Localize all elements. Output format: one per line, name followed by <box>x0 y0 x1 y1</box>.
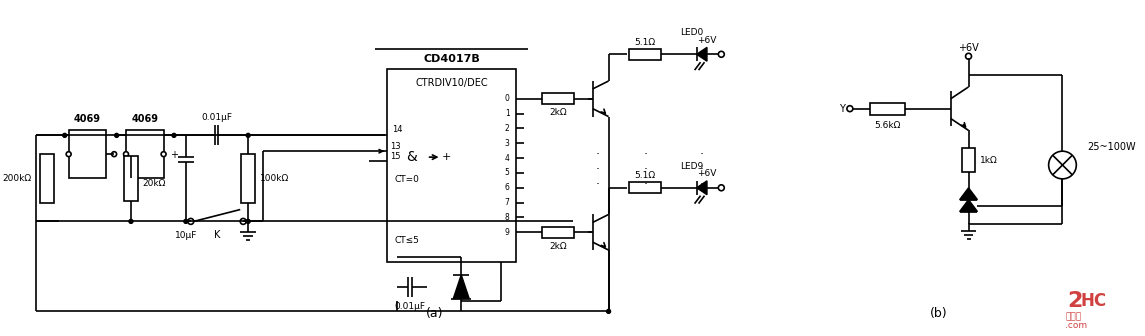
Text: 2: 2 <box>505 124 510 133</box>
Bar <box>242 154 255 203</box>
Text: K: K <box>214 230 220 240</box>
Circle shape <box>188 218 194 224</box>
Polygon shape <box>696 181 706 195</box>
Polygon shape <box>696 47 706 61</box>
Circle shape <box>66 152 71 157</box>
Circle shape <box>246 219 250 223</box>
Bar <box>69 130 106 178</box>
Text: 100kΩ: 100kΩ <box>260 174 290 183</box>
Text: 2: 2 <box>1067 291 1083 310</box>
Text: 1kΩ: 1kΩ <box>980 156 998 165</box>
Circle shape <box>172 133 176 137</box>
Bar <box>962 148 976 172</box>
Text: (a): (a) <box>426 307 443 320</box>
Bar <box>124 156 137 201</box>
Text: 1: 1 <box>505 109 510 118</box>
Text: +6V: +6V <box>958 43 979 53</box>
Text: 10μF: 10μF <box>175 231 197 240</box>
Text: CT=0: CT=0 <box>395 175 420 184</box>
Circle shape <box>129 219 133 223</box>
Circle shape <box>246 133 250 137</box>
Polygon shape <box>960 188 978 200</box>
Text: 20kΩ: 20kΩ <box>143 179 166 188</box>
Text: 0.01μF: 0.01μF <box>202 113 232 122</box>
Text: HC: HC <box>1080 292 1106 309</box>
Polygon shape <box>960 200 978 211</box>
Circle shape <box>847 106 853 112</box>
Text: 6: 6 <box>505 183 510 192</box>
Circle shape <box>240 218 246 224</box>
Text: 5.1Ω: 5.1Ω <box>634 171 656 180</box>
Text: 15: 15 <box>390 152 401 161</box>
Text: 25~100W: 25~100W <box>1088 142 1136 152</box>
Circle shape <box>114 133 119 137</box>
Text: .
.
.: . . . <box>700 144 703 187</box>
Text: 2kΩ: 2kΩ <box>550 242 567 251</box>
Circle shape <box>112 152 117 157</box>
Text: Y: Y <box>839 104 845 114</box>
Text: LED9: LED9 <box>680 162 703 171</box>
Text: 13: 13 <box>390 142 401 151</box>
Text: CT≤5: CT≤5 <box>395 236 420 245</box>
Text: 7: 7 <box>505 198 510 207</box>
Text: .
.
.: . . . <box>595 144 600 187</box>
Bar <box>630 182 661 193</box>
Text: +6V: +6V <box>697 36 716 45</box>
Text: &: & <box>406 150 417 164</box>
Text: 4069: 4069 <box>132 114 158 124</box>
Text: 0.01μF: 0.01μF <box>394 302 425 311</box>
Bar <box>126 130 164 178</box>
Text: 5: 5 <box>505 168 510 177</box>
Text: CD4017B: CD4017B <box>424 54 480 64</box>
Circle shape <box>965 53 971 59</box>
Text: +6V: +6V <box>697 169 716 178</box>
Text: CTRDIV10/DEC: CTRDIV10/DEC <box>414 78 488 88</box>
Text: 4069: 4069 <box>74 114 101 124</box>
Bar <box>387 69 515 262</box>
Text: 5.1Ω: 5.1Ω <box>634 38 656 47</box>
Circle shape <box>184 219 188 223</box>
Text: 4: 4 <box>505 154 510 163</box>
Text: 9: 9 <box>505 228 510 237</box>
Bar <box>870 103 906 115</box>
Bar <box>543 227 574 238</box>
Bar <box>543 93 574 104</box>
Text: 2kΩ: 2kΩ <box>550 108 567 117</box>
Circle shape <box>718 51 725 57</box>
Text: +: + <box>442 152 451 162</box>
Text: (b): (b) <box>930 307 948 320</box>
Text: 3: 3 <box>505 139 510 148</box>
Circle shape <box>607 309 610 313</box>
Circle shape <box>161 152 166 157</box>
Text: 8: 8 <box>505 213 510 222</box>
Text: 0: 0 <box>505 94 510 103</box>
Bar <box>40 154 54 203</box>
Text: LED0: LED0 <box>680 28 703 37</box>
Text: 200kΩ: 200kΩ <box>2 174 31 183</box>
Text: 14: 14 <box>392 125 403 134</box>
Circle shape <box>718 185 725 191</box>
Text: 5.6kΩ: 5.6kΩ <box>875 121 901 130</box>
Polygon shape <box>453 275 469 298</box>
Circle shape <box>124 152 128 157</box>
Text: +: + <box>169 150 177 160</box>
Circle shape <box>1049 151 1076 179</box>
Text: .com: .com <box>1066 321 1088 330</box>
Text: .
.
.: . . . <box>643 144 647 187</box>
Bar <box>630 49 661 60</box>
Circle shape <box>63 133 66 137</box>
Text: 电子网: 电子网 <box>1066 312 1082 321</box>
